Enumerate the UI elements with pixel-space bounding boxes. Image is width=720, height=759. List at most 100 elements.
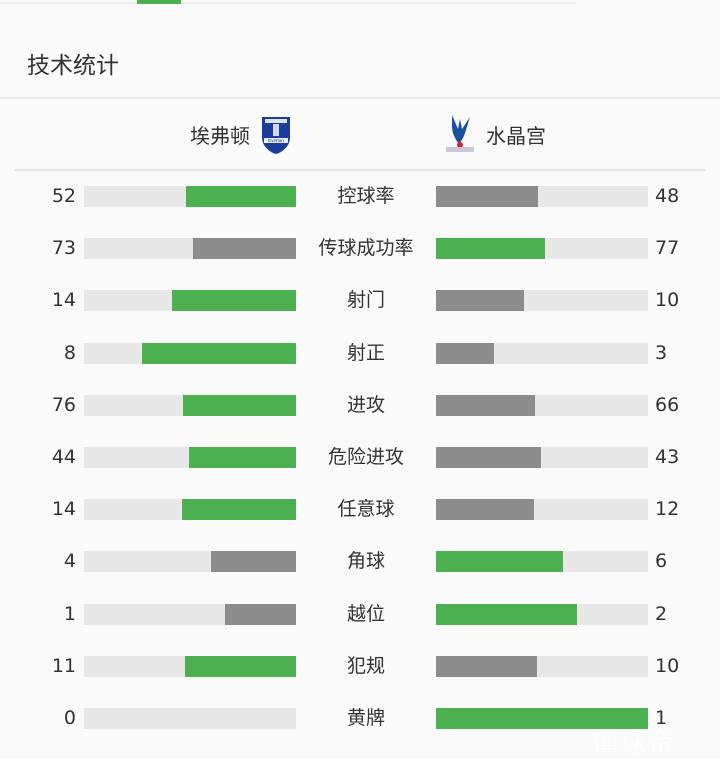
away-value: 77 — [655, 237, 680, 260]
home-bar-track — [84, 394, 296, 416]
away-bar-track — [436, 655, 648, 677]
stat-label: 射正 — [346, 341, 385, 364]
away-bar-fill — [436, 186, 538, 207]
stat-label: 黄牌 — [346, 707, 385, 729]
page-title: 技术统计 — [27, 53, 119, 79]
home-bar-fill — [141, 342, 296, 364]
stat-label: 危险进攻 — [327, 446, 404, 468]
home-bar-fill — [211, 551, 296, 573]
home-value: 44 — [51, 446, 76, 468]
away-value: 48 — [655, 185, 680, 207]
home-bar-track — [84, 238, 296, 260]
away-bar-fill — [436, 238, 545, 260]
stat-label: 角球 — [346, 550, 385, 573]
away-value: 3 — [655, 341, 668, 364]
crystal-palace-crest-icon — [446, 115, 474, 152]
everton-crest-icon: Everton — [262, 117, 290, 154]
home-bar-track — [84, 186, 296, 207]
home-bar-track — [84, 499, 296, 521]
away-bar-fill — [436, 394, 535, 416]
stat-label: 越位 — [346, 602, 385, 625]
home-value: 14 — [51, 289, 76, 312]
home-bar-fill — [184, 655, 296, 677]
svg-text:Everton: Everton — [268, 138, 284, 143]
home-value: 11 — [51, 654, 76, 677]
away-bar-track — [436, 603, 648, 625]
divider — [15, 169, 705, 171]
away-bar-track — [436, 551, 648, 573]
away-team: 水晶宫 — [440, 115, 546, 152]
home-team-name: 埃弗顿 — [190, 123, 250, 148]
away-bar-fill — [436, 655, 537, 677]
away-bar-track — [436, 186, 648, 207]
away-value: 66 — [655, 393, 680, 416]
away-bar-fill — [436, 290, 525, 312]
away-bar-track — [436, 238, 648, 260]
home-bar-track — [84, 342, 296, 364]
away-bar-track — [436, 499, 648, 521]
stat-row: 8 射正 3 — [0, 338, 720, 368]
stat-row: 44 危险进攻 43 — [0, 442, 720, 472]
home-bar-track — [84, 290, 296, 312]
home-bar-track — [84, 447, 296, 468]
home-bar-fill — [192, 238, 296, 260]
stat-row: 4 角球 6 — [0, 546, 720, 576]
home-bar-track — [84, 551, 296, 573]
away-value: 1 — [655, 707, 668, 729]
home-bar-track — [84, 603, 296, 625]
away-bar-track — [436, 342, 648, 364]
away-value: 12 — [655, 498, 680, 521]
home-bar-fill — [185, 186, 296, 207]
away-bar-fill — [436, 447, 541, 468]
away-value: 10 — [655, 289, 680, 312]
home-bar-fill — [188, 447, 296, 468]
stat-label: 射门 — [346, 289, 385, 312]
stat-row: 76 进攻 66 — [0, 390, 720, 420]
stat-label: 控球率 — [337, 185, 395, 207]
home-bar-fill — [225, 603, 296, 625]
home-team: 埃弗顿 Everton — [190, 117, 296, 154]
stat-row: 0 黄牌 1 — [0, 703, 720, 733]
stat-row: 14 任意球 12 — [0, 494, 720, 524]
away-bar-track — [436, 708, 648, 729]
home-value: 4 — [63, 550, 76, 573]
home-value: 52 — [51, 185, 76, 207]
stat-row: 1 越位 2 — [0, 599, 720, 629]
divider — [0, 97, 720, 99]
home-bar-fill — [182, 394, 296, 416]
away-value: 6 — [655, 550, 668, 573]
away-bar-track — [436, 447, 648, 468]
away-bar-fill — [436, 603, 578, 625]
home-bar-track — [84, 708, 296, 729]
stat-row: 14 射门 10 — [0, 285, 720, 315]
stat-label: 犯规 — [346, 654, 385, 677]
home-value: 0 — [63, 707, 76, 729]
away-bar-fill — [436, 499, 534, 521]
stat-row: 11 犯规 10 — [0, 651, 720, 681]
stat-label: 进攻 — [346, 393, 385, 416]
away-bar-track — [436, 394, 648, 416]
home-value: 73 — [51, 237, 76, 260]
home-value: 14 — [51, 498, 76, 521]
stat-row: 52 控球率 48 — [0, 181, 720, 211]
active-tab-indicator — [137, 0, 181, 4]
away-bar-fill — [436, 551, 564, 573]
home-value: 1 — [63, 602, 76, 625]
watermark-logo: 懂球帝 — [592, 728, 677, 758]
away-value: 10 — [655, 654, 680, 677]
away-value: 43 — [655, 446, 680, 468]
away-team-name: 水晶宫 — [486, 123, 546, 148]
tab-bar-line — [0, 2, 576, 4]
home-bar-fill — [172, 290, 296, 312]
stat-row: 73 传球成功率 77 — [0, 233, 720, 263]
away-bar-fill — [436, 708, 648, 729]
stat-label: 任意球 — [337, 498, 395, 521]
home-bar-fill — [181, 499, 296, 521]
home-value: 8 — [63, 341, 76, 364]
home-bar-track — [84, 655, 296, 677]
away-bar-fill — [436, 342, 494, 364]
away-value: 2 — [655, 602, 668, 625]
stat-label: 传球成功率 — [318, 237, 414, 260]
home-value: 76 — [51, 393, 76, 416]
away-bar-track — [436, 290, 648, 312]
